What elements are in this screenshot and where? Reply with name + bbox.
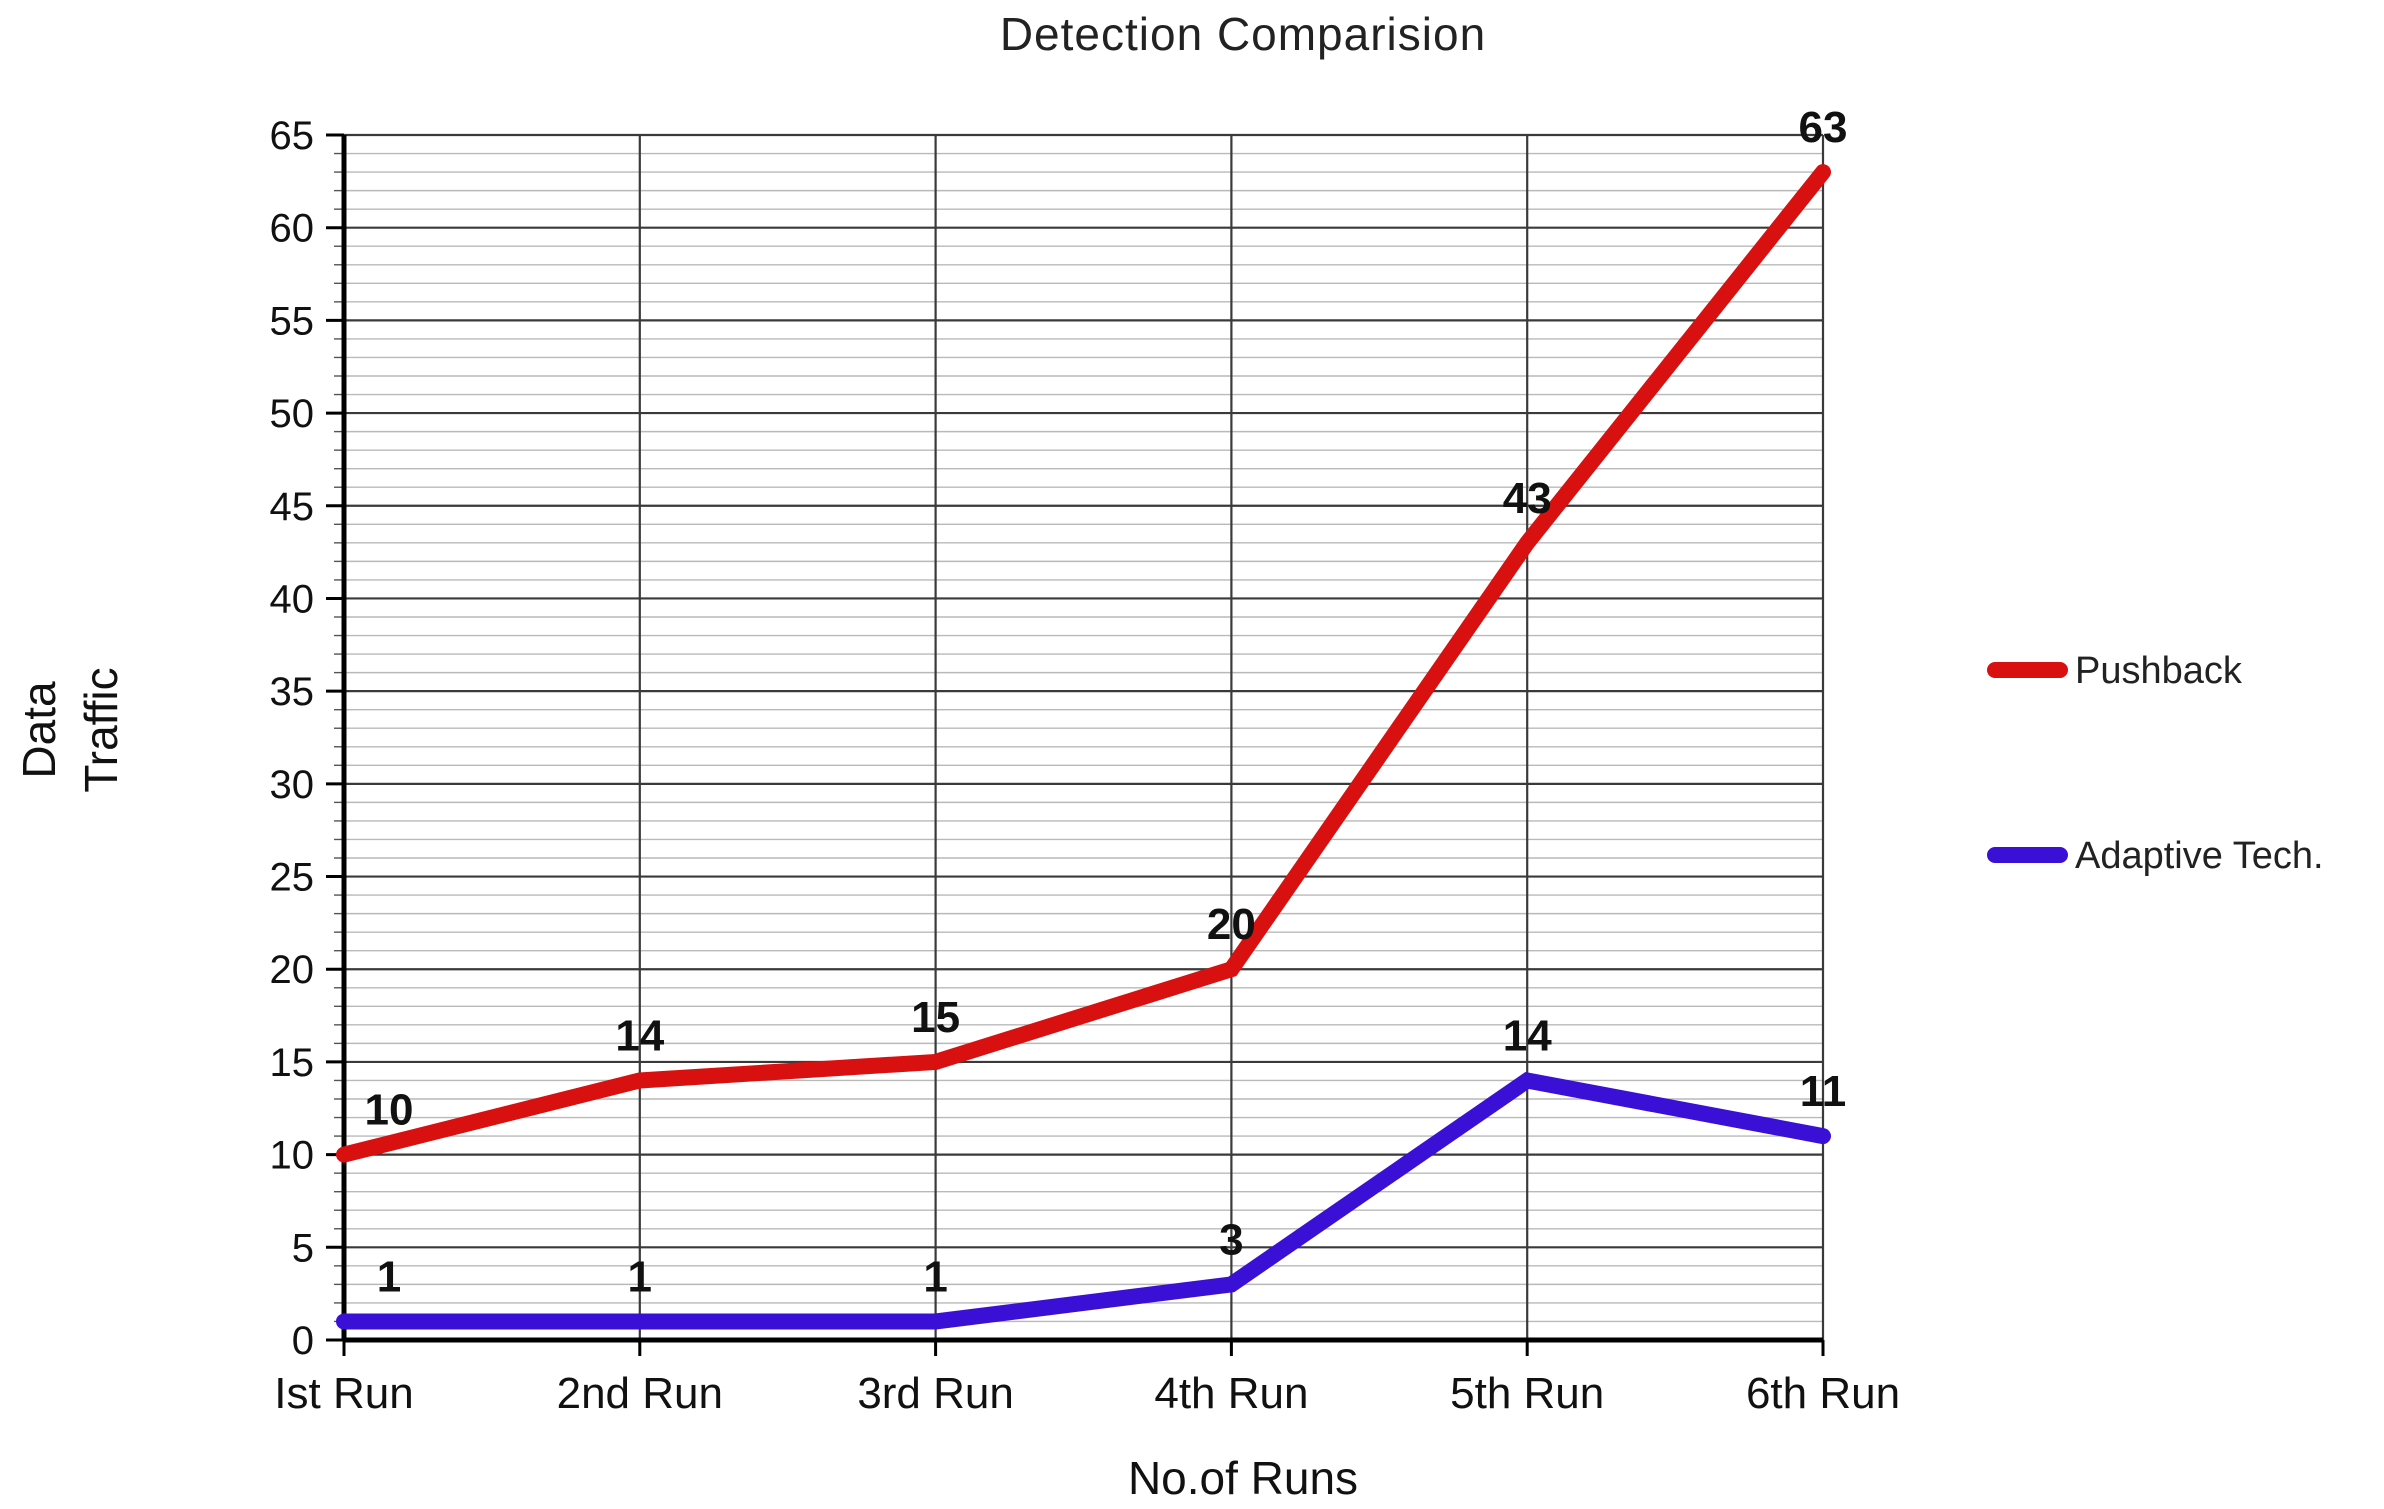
data-label: 43 xyxy=(1503,474,1552,523)
chart-title: Detection Comparision xyxy=(1000,8,1486,60)
legend: Pushback Adaptive Tech. xyxy=(1987,650,2324,877)
x-tick-label: 2nd Run xyxy=(557,1369,723,1418)
series-line-pushback xyxy=(336,164,1831,1163)
data-label: 63 xyxy=(1799,103,1848,152)
y-axis-label-line-1: Data xyxy=(13,681,65,779)
x-tick-label: Ist Run xyxy=(274,1369,413,1418)
y-tick-label: 25 xyxy=(270,856,315,900)
y-tick-label: 60 xyxy=(270,207,315,251)
data-label: 11 xyxy=(1800,1067,1847,1116)
y-tick-label: 55 xyxy=(270,299,315,343)
y-tick-label: 20 xyxy=(270,948,315,992)
data-label: 14 xyxy=(1503,1011,1552,1060)
y-tick-label: 40 xyxy=(270,577,315,621)
x-tick-labels: Ist Run 2nd Run 3rd Run 4th Run 5th Run 6th R… xyxy=(274,1340,1900,1418)
data-label: 10 xyxy=(365,1086,414,1135)
data-label: 14 xyxy=(615,1011,664,1060)
y-tick-label: 5 xyxy=(292,1226,314,1270)
y-tick-label: 50 xyxy=(270,392,315,436)
x-tick-label: 3rd Run xyxy=(857,1369,1014,1418)
data-label: 1 xyxy=(628,1252,652,1301)
y-tick-label: 0 xyxy=(292,1319,314,1363)
data-label: 20 xyxy=(1207,900,1256,949)
y-tick-label: 45 xyxy=(270,485,315,529)
series-lines xyxy=(336,164,1831,1330)
data-label: 3 xyxy=(1219,1215,1243,1264)
axes xyxy=(341,135,1823,1343)
x-tick-label: 6th Run xyxy=(1746,1369,1900,1418)
y-axis-label: Data Traffic xyxy=(13,667,127,792)
major-grid xyxy=(342,133,1825,1342)
x-tick-label: 4th Run xyxy=(1154,1369,1308,1418)
data-label: 1 xyxy=(923,1252,947,1301)
x-axis-label: No.of Runs xyxy=(1128,1452,1358,1504)
y-tick-label: 35 xyxy=(270,670,315,714)
y-axis-label-line-2: Traffic xyxy=(75,667,127,792)
y-tick-label: 15 xyxy=(270,1041,315,1085)
minor-grid xyxy=(334,152,1823,1323)
data-label: 15 xyxy=(911,993,960,1042)
legend-label: Adaptive Tech. xyxy=(2075,835,2324,877)
y-tick-label: 10 xyxy=(270,1134,315,1178)
legend-label: Pushback xyxy=(2075,650,2243,692)
y-tick-label: 65 xyxy=(270,114,315,158)
x-tick-label: 5th Run xyxy=(1450,1369,1604,1418)
y-tick-label: 30 xyxy=(270,763,315,807)
series-line-adaptive-tech xyxy=(336,1071,1831,1330)
data-label: 1 xyxy=(377,1252,401,1301)
y-tick-labels: 0 5 10 15 20 25 30 35 40 45 50 55 60 65 xyxy=(270,114,344,1363)
